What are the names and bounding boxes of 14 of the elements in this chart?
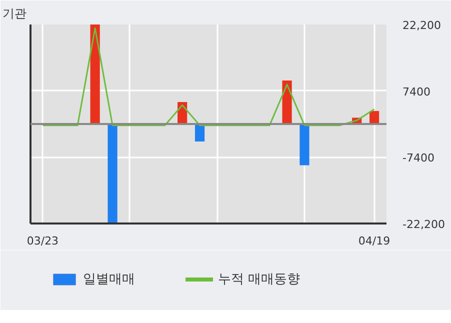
x-tick-label: 03/23 bbox=[26, 234, 59, 248]
y-tick-label: 7400 bbox=[402, 85, 430, 98]
y-tick-label: -7400 bbox=[402, 152, 434, 165]
y-tick-label: 22,200 bbox=[402, 19, 441, 32]
legend-label: 일별매매 bbox=[83, 271, 135, 288]
bar bbox=[108, 124, 118, 224]
y-tick-label: -22,200 bbox=[402, 218, 445, 231]
line-series bbox=[42, 27, 376, 126]
bar bbox=[300, 124, 310, 166]
bar bbox=[90, 24, 100, 124]
x-tick-label: 04/19 bbox=[358, 234, 390, 248]
bar bbox=[194, 124, 205, 142]
chart-title: 기관 bbox=[2, 6, 26, 20]
legend-label: 누적 매매동향 bbox=[218, 271, 300, 288]
